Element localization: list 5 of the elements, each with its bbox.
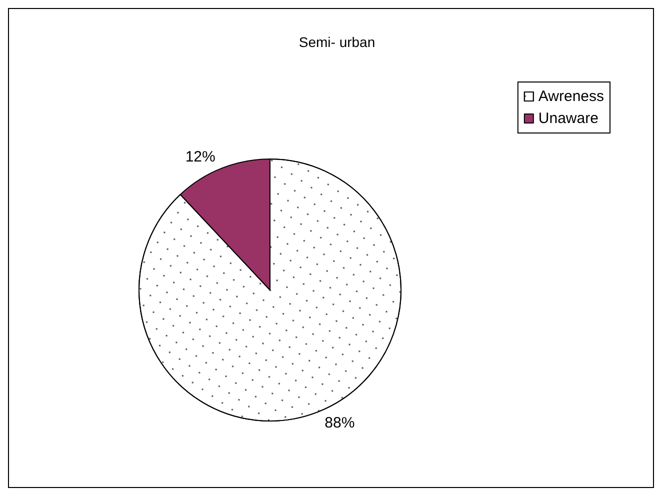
chart-title: Semi- urban <box>298 34 376 50</box>
data-label: 12% <box>185 148 216 166</box>
legend-label: Unaware <box>538 110 598 127</box>
data-label: 88% <box>324 414 355 432</box>
legend-label: Awreness <box>538 88 604 105</box>
